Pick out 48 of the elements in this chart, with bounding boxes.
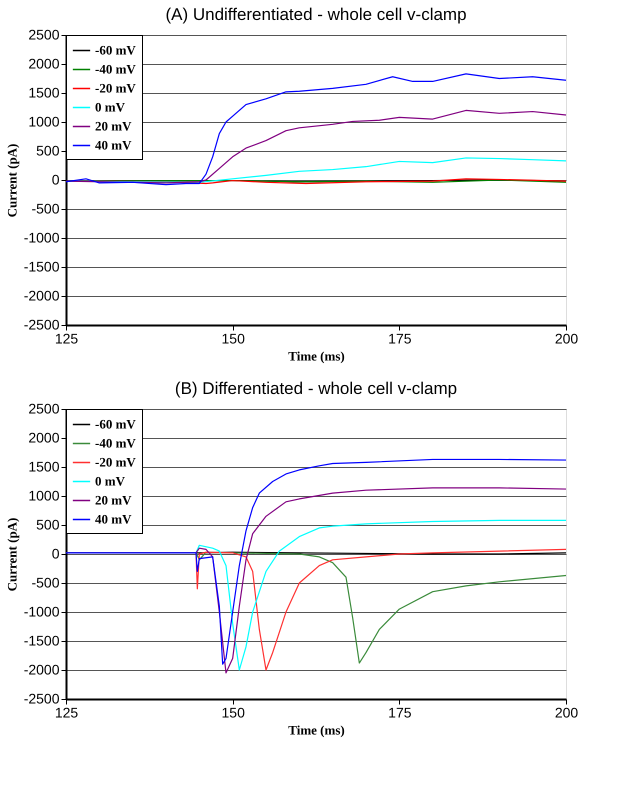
y-tick-label: -1000 bbox=[24, 604, 60, 620]
legend-label: -60 mV bbox=[95, 416, 136, 432]
x-tick-label: 200 bbox=[554, 330, 578, 346]
x-tick-label: 125 bbox=[54, 704, 78, 720]
x-tick-label: 200 bbox=[554, 704, 578, 720]
y-tick-label: -1500 bbox=[24, 632, 60, 648]
y-tick-label: -2500 bbox=[24, 316, 60, 332]
y-tick-label: -500 bbox=[31, 200, 60, 216]
x-tick-label: 150 bbox=[221, 330, 246, 346]
y-tick-label: 500 bbox=[36, 142, 60, 158]
y-tick-label: 0 bbox=[52, 546, 60, 562]
x-axis-title: Time (ms) bbox=[288, 722, 345, 738]
x-tick-label: 175 bbox=[388, 330, 412, 346]
y-tick-label: 2000 bbox=[28, 56, 60, 72]
y-axis-title: Current (pA) bbox=[4, 144, 20, 218]
legend-label: -20 mV bbox=[95, 80, 136, 96]
y-tick-label: -2000 bbox=[24, 662, 60, 678]
legend-label: 40 mV bbox=[95, 512, 132, 526]
y-tick-label: 2000 bbox=[28, 430, 60, 446]
legend-label: 20 mV bbox=[95, 118, 132, 134]
y-tick-label: -500 bbox=[31, 574, 60, 590]
x-tick-label: 175 bbox=[388, 704, 412, 720]
legend-label: 0 mV bbox=[95, 100, 126, 114]
chart-title: (A) Undifferentiated - whole cell v-clamp bbox=[165, 5, 467, 24]
y-tick-label: 0 bbox=[52, 172, 60, 188]
legend-label: -40 mV bbox=[95, 62, 136, 76]
legend-label: -40 mV bbox=[95, 436, 136, 450]
x-tick-label: 150 bbox=[221, 704, 246, 720]
y-tick-label: 500 bbox=[36, 516, 60, 532]
x-axis-title: Time (ms) bbox=[288, 348, 345, 364]
y-tick-label: -2500 bbox=[24, 690, 60, 706]
y-tick-label: 2500 bbox=[28, 26, 60, 42]
y-tick-label: 1000 bbox=[28, 488, 60, 504]
y-tick-label: 1500 bbox=[28, 458, 60, 474]
y-tick-label: -1500 bbox=[24, 258, 60, 274]
y-tick-label: -1000 bbox=[24, 230, 60, 246]
y-axis-title: Current (pA) bbox=[4, 518, 20, 592]
legend-label: -60 mV bbox=[95, 42, 136, 58]
legend-label: 20 mV bbox=[95, 492, 132, 508]
legend-label: -20 mV bbox=[95, 454, 136, 470]
y-tick-label: 1500 bbox=[28, 84, 60, 100]
legend-label: 40 mV bbox=[95, 138, 132, 152]
chart-title: (B) Differentiated - whole cell v-clamp bbox=[174, 379, 458, 398]
y-tick-label: 2500 bbox=[28, 400, 60, 416]
x-tick-label: 125 bbox=[54, 330, 78, 346]
legend-label: 0 mV bbox=[95, 474, 126, 488]
y-tick-label: -2000 bbox=[24, 288, 60, 304]
y-tick-label: 1000 bbox=[28, 114, 60, 130]
